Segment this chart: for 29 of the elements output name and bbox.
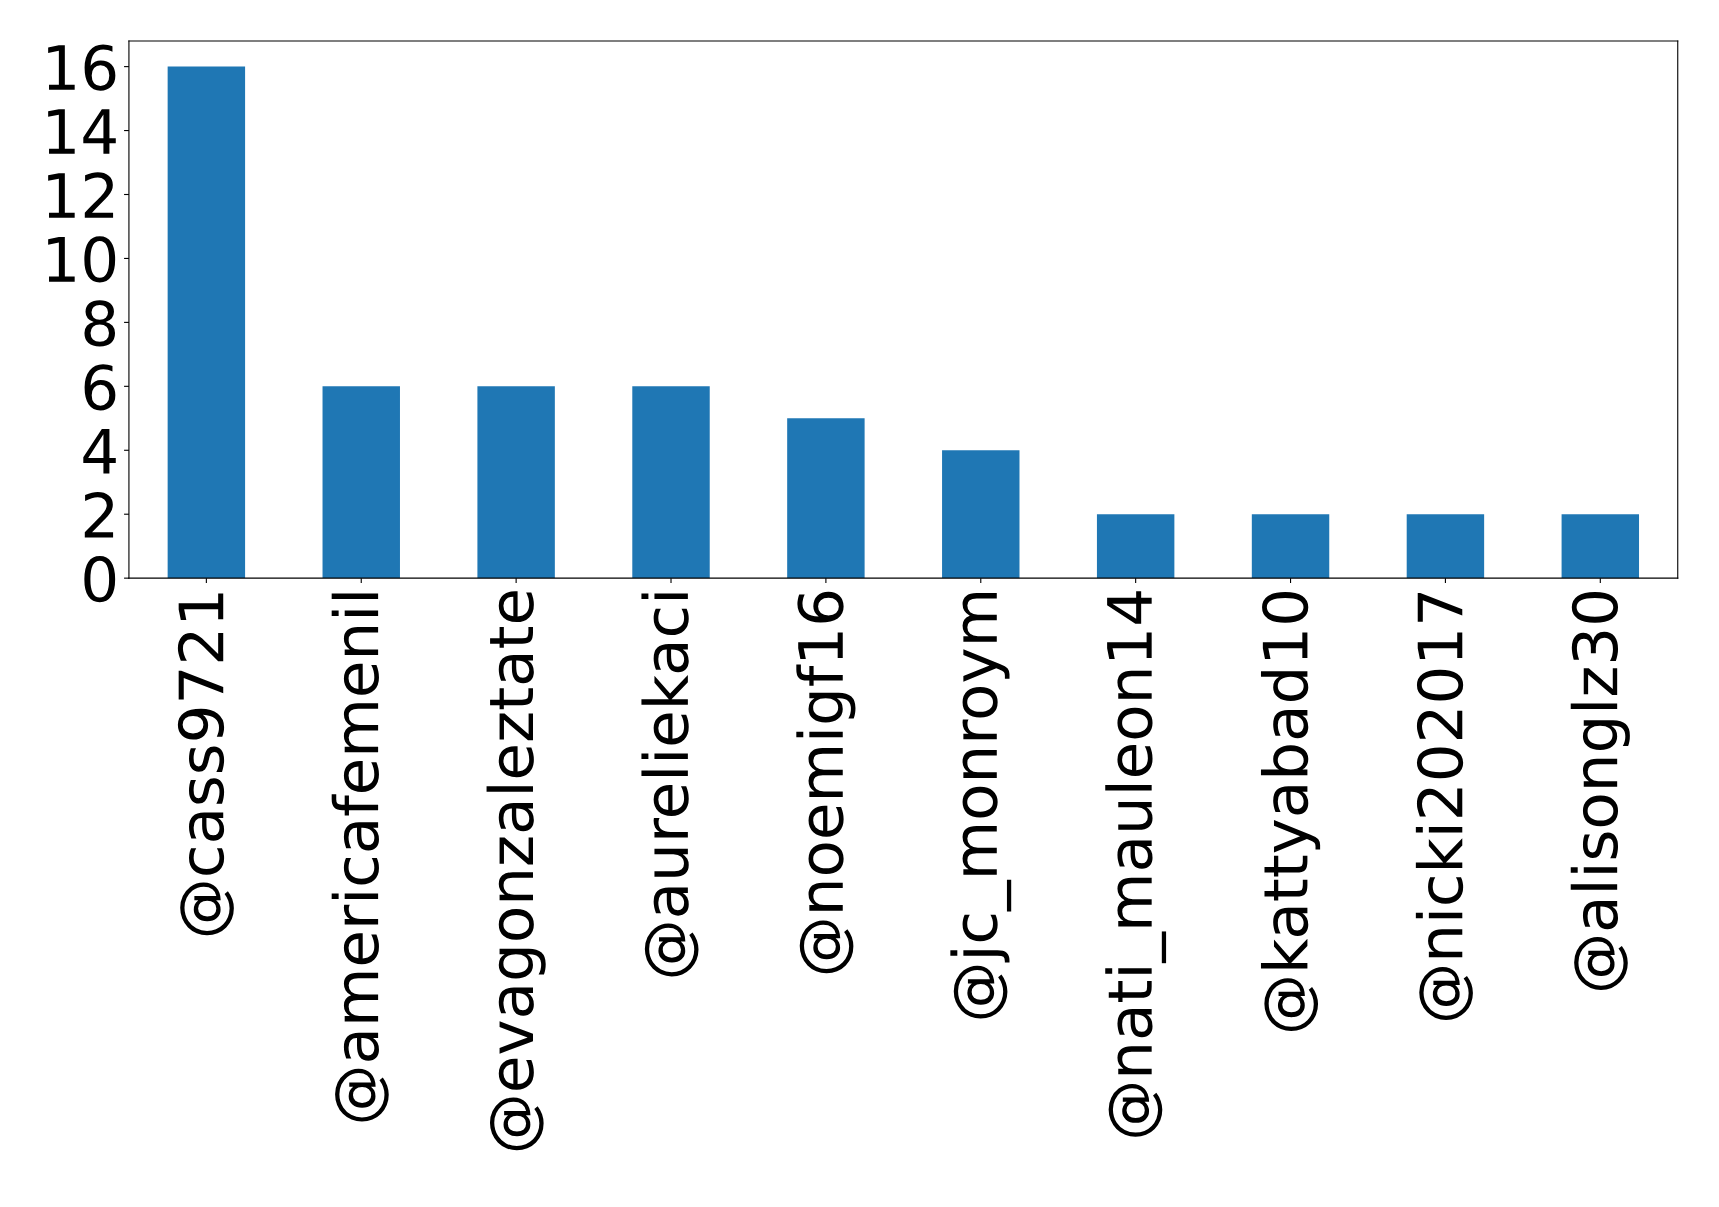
x-tick-label: @jc_monroym bbox=[950, 593, 1012, 1019]
x-tick-label: @americafemenil bbox=[331, 593, 389, 1122]
x-tick-label: @nicki202017 bbox=[1415, 593, 1473, 1020]
y-tick-label: 6 bbox=[84, 364, 116, 411]
y-tick-label: 14 bbox=[48, 109, 116, 154]
x-tick-label: @evagonzaleztate bbox=[486, 591, 546, 1151]
x-tick-label: @cass9721 bbox=[177, 593, 234, 936]
y-tick-label: 8 bbox=[84, 300, 116, 347]
y-tick-label: 10 bbox=[48, 236, 116, 283]
y-tick-label: 12 bbox=[48, 172, 114, 218]
x-tick-label: @alisonglz30 bbox=[1570, 591, 1630, 990]
x-tick-label: @aureliekaci bbox=[641, 593, 699, 977]
y-tick-label: 16 bbox=[48, 44, 116, 91]
bar bbox=[632, 386, 710, 579]
x-tick-label: @noemigf16 bbox=[796, 591, 856, 974]
bar bbox=[477, 386, 555, 579]
x-tick-label: @nati_mauleon14 bbox=[1105, 591, 1167, 1137]
y-tick-label: 4 bbox=[83, 428, 116, 474]
bar bbox=[942, 450, 1020, 579]
y-tick-label: 2 bbox=[84, 492, 114, 538]
bar bbox=[1561, 514, 1640, 579]
x-tick-label: @kattyabad10 bbox=[1260, 591, 1321, 1032]
bar bbox=[322, 386, 400, 579]
bar bbox=[1406, 514, 1485, 579]
bar bbox=[787, 418, 865, 579]
bar bbox=[1096, 514, 1175, 579]
bar bbox=[167, 66, 246, 579]
y-tick-label: 0 bbox=[84, 556, 116, 603]
bar bbox=[1251, 514, 1330, 579]
